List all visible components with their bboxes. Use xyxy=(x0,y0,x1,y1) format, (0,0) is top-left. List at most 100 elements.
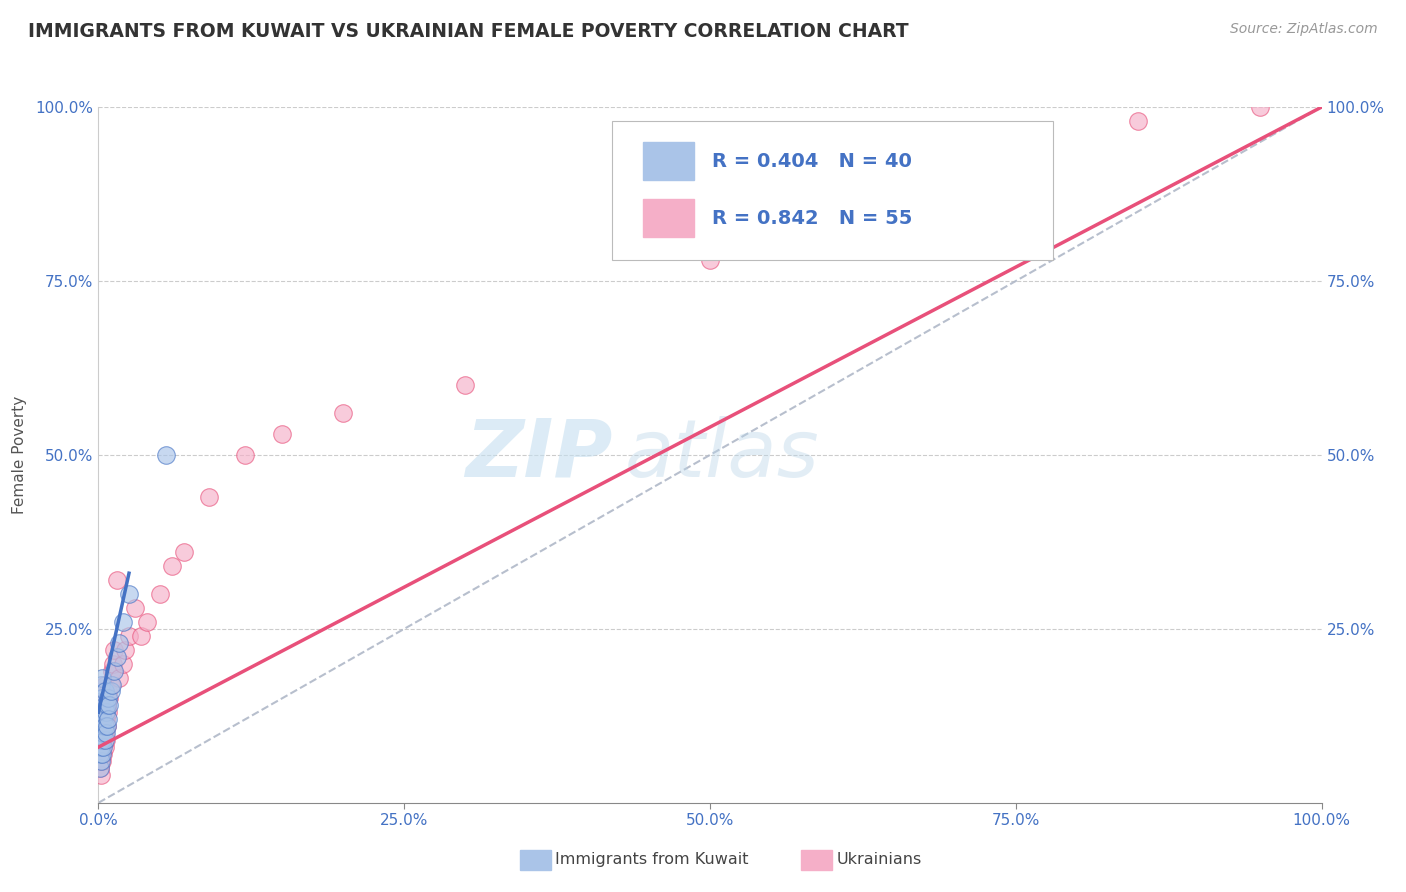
Point xyxy=(90,747,112,761)
FancyBboxPatch shape xyxy=(612,121,1053,260)
Point xyxy=(93,740,115,755)
Point xyxy=(90,733,112,747)
Point xyxy=(111,615,134,629)
Point xyxy=(103,642,125,657)
Point xyxy=(883,225,905,239)
Point xyxy=(90,719,112,733)
Point xyxy=(89,712,111,726)
Point xyxy=(155,448,177,462)
Point xyxy=(105,573,128,587)
Point xyxy=(91,691,114,706)
Point xyxy=(90,768,112,782)
Point xyxy=(89,740,111,755)
Point xyxy=(129,629,152,643)
Point xyxy=(96,719,118,733)
Bar xyxy=(643,199,695,237)
Point xyxy=(91,698,114,713)
Point xyxy=(93,733,115,747)
Point xyxy=(111,657,134,671)
Point xyxy=(100,677,122,691)
Point xyxy=(93,677,115,691)
Point xyxy=(149,587,172,601)
Point xyxy=(94,726,117,740)
Point xyxy=(97,712,120,726)
Y-axis label: Female Poverty: Female Poverty xyxy=(13,396,27,514)
Point xyxy=(94,733,117,747)
Point xyxy=(454,378,477,392)
Point xyxy=(699,253,721,268)
Point xyxy=(98,698,121,713)
Point xyxy=(270,427,294,442)
Point xyxy=(93,698,115,713)
Point xyxy=(91,712,114,726)
Point xyxy=(101,664,124,678)
Point xyxy=(1249,100,1271,114)
Point xyxy=(90,706,112,720)
Point xyxy=(103,664,125,678)
Point xyxy=(90,740,112,755)
Point xyxy=(1128,114,1150,128)
Point xyxy=(233,448,256,462)
Point xyxy=(97,691,120,706)
Point xyxy=(94,691,117,706)
Text: atlas: atlas xyxy=(624,416,820,494)
Point xyxy=(91,726,114,740)
Point xyxy=(91,747,114,761)
Point xyxy=(91,671,114,685)
Text: ZIP: ZIP xyxy=(465,416,612,494)
Point xyxy=(90,733,112,747)
Point xyxy=(91,747,114,761)
Point xyxy=(97,684,120,698)
Text: Source: ZipAtlas.com: Source: ZipAtlas.com xyxy=(1230,22,1378,37)
Point xyxy=(108,636,131,650)
Point xyxy=(98,691,121,706)
Point xyxy=(91,733,114,747)
Bar xyxy=(643,142,695,180)
Point xyxy=(89,726,111,740)
Point xyxy=(160,559,183,574)
Point xyxy=(89,740,111,755)
Point xyxy=(108,671,131,685)
Point xyxy=(90,691,112,706)
Point xyxy=(91,712,114,726)
Point xyxy=(89,726,111,740)
Text: Ukrainians: Ukrainians xyxy=(837,853,922,867)
Point xyxy=(94,706,117,720)
Point xyxy=(90,719,112,733)
Point xyxy=(136,615,159,629)
Point xyxy=(90,691,112,706)
Point xyxy=(124,601,146,615)
Point xyxy=(101,657,124,671)
Point xyxy=(97,706,120,720)
Point xyxy=(100,684,122,698)
Point xyxy=(93,726,115,740)
Point xyxy=(105,649,128,664)
Point xyxy=(93,706,115,720)
Point xyxy=(118,587,141,601)
Point xyxy=(91,754,114,768)
Point xyxy=(91,706,114,720)
Point xyxy=(114,642,136,657)
Point xyxy=(91,719,114,733)
Point xyxy=(93,719,115,733)
Point xyxy=(94,712,117,726)
Point xyxy=(90,677,112,691)
Point xyxy=(197,490,219,504)
Text: R = 0.842   N = 55: R = 0.842 N = 55 xyxy=(713,209,912,227)
Point xyxy=(332,406,354,420)
Point xyxy=(90,706,112,720)
Point xyxy=(91,726,114,740)
Point xyxy=(96,719,118,733)
Point xyxy=(173,545,195,559)
Point xyxy=(91,740,114,755)
Point xyxy=(89,761,111,775)
Point xyxy=(91,740,114,755)
Point xyxy=(91,706,114,720)
Point xyxy=(96,698,118,713)
Point xyxy=(91,684,114,698)
Point xyxy=(89,747,111,761)
Text: IMMIGRANTS FROM KUWAIT VS UKRAINIAN FEMALE POVERTY CORRELATION CHART: IMMIGRANTS FROM KUWAIT VS UKRAINIAN FEMA… xyxy=(28,22,908,41)
Point xyxy=(90,754,112,768)
Point xyxy=(91,733,114,747)
Point xyxy=(118,629,141,643)
